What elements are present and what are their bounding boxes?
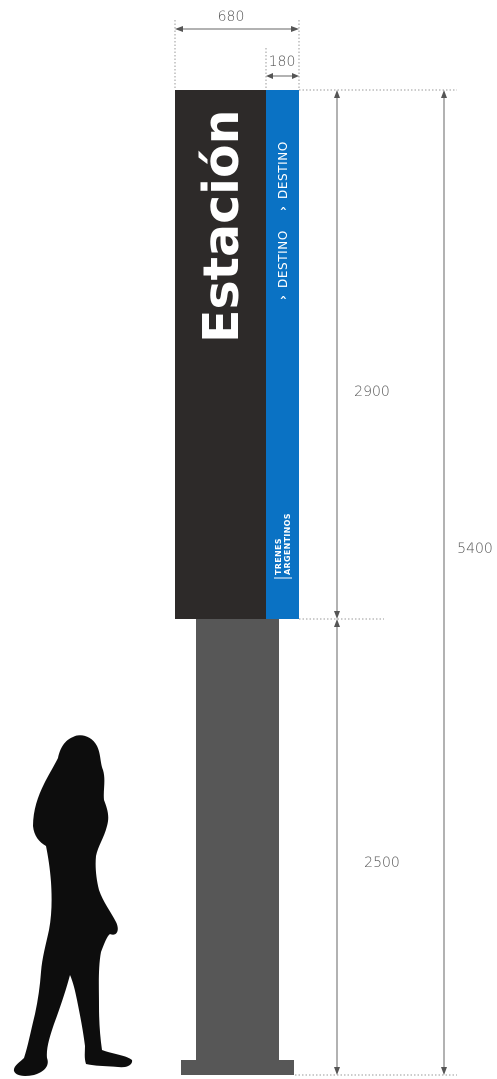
destination-label-1: DESTINO bbox=[276, 230, 290, 288]
sign-post bbox=[196, 619, 279, 1060]
destination-entry-2: › DESTINO bbox=[276, 141, 290, 211]
sign-panel bbox=[175, 90, 266, 619]
sign-color-band bbox=[266, 90, 299, 619]
total-width-label: 680 bbox=[218, 9, 245, 25]
destination-entry-1: › DESTINO bbox=[276, 230, 290, 300]
panel-height-label: 2900 bbox=[354, 384, 390, 400]
height-dimension-panel: 2900 bbox=[334, 90, 390, 619]
station-title: Estación bbox=[193, 109, 250, 343]
height-dimension-total: 5400 bbox=[441, 90, 493, 1075]
post-base-plate bbox=[181, 1060, 294, 1075]
width-dimension-total: 680 bbox=[174, 9, 300, 90]
height-dimension-post: 2500 bbox=[334, 619, 400, 1075]
brand-line-2: ARGENTINOS bbox=[283, 513, 292, 575]
person-silhouette-icon bbox=[13, 735, 133, 1076]
chevron-right-icon: › bbox=[276, 294, 290, 300]
post-height-label: 2500 bbox=[364, 855, 400, 871]
width-dimension-band: 180 bbox=[265, 48, 299, 90]
chevron-right-icon: › bbox=[276, 205, 290, 211]
destination-label-2: DESTINO bbox=[276, 141, 290, 199]
trenes-argentinos-logo: TRENES ARGENTINOS bbox=[274, 513, 292, 579]
brand-line-1: TRENES bbox=[274, 538, 283, 575]
total-height-label: 5400 bbox=[457, 541, 493, 557]
band-width-label: 180 bbox=[269, 54, 296, 70]
